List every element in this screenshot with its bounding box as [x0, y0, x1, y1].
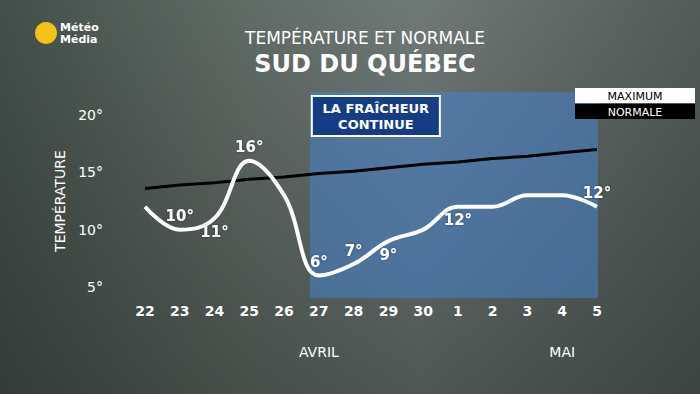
svg-text:11°: 11° [200, 223, 228, 241]
svg-text:Météo: Météo [60, 20, 99, 34]
svg-text:25: 25 [240, 303, 259, 319]
svg-text:AVRIL: AVRIL [299, 344, 339, 360]
svg-text:3: 3 [523, 303, 533, 319]
svg-text:LA FRAÎCHEUR: LA FRAÎCHEUR [323, 101, 430, 116]
svg-text:10°: 10° [166, 207, 194, 225]
svg-text:28: 28 [344, 303, 363, 319]
svg-text:26: 26 [274, 303, 293, 319]
svg-text:TEMPÉRATURE ET NORMALE: TEMPÉRATURE ET NORMALE [244, 27, 485, 48]
svg-text:22: 22 [135, 303, 154, 319]
svg-text:NORMALE: NORMALE [608, 106, 663, 119]
svg-text:1: 1 [453, 303, 463, 319]
svg-text:20°: 20° [78, 107, 103, 123]
svg-text:7°: 7° [345, 242, 363, 260]
svg-text:24: 24 [205, 303, 225, 319]
svg-text:MAI: MAI [549, 344, 575, 360]
svg-text:16°: 16° [235, 138, 263, 156]
svg-text:10°: 10° [78, 222, 103, 238]
svg-text:2: 2 [488, 303, 498, 319]
svg-text:5°: 5° [87, 279, 103, 295]
svg-text:12°: 12° [444, 211, 472, 229]
svg-text:27: 27 [309, 303, 328, 319]
svg-text:6°: 6° [310, 253, 328, 271]
svg-text:SUD DU QUÉBEC: SUD DU QUÉBEC [254, 49, 475, 78]
svg-text:30: 30 [413, 303, 433, 319]
svg-text:4: 4 [557, 303, 567, 319]
svg-text:5: 5 [592, 303, 602, 319]
svg-text:15°: 15° [78, 164, 103, 180]
svg-text:9°: 9° [379, 246, 397, 264]
svg-text:29: 29 [379, 303, 398, 319]
svg-text:MAXIMUM: MAXIMUM [608, 90, 663, 103]
svg-text:CONTINUE: CONTINUE [338, 117, 414, 132]
svg-text:23: 23 [170, 303, 189, 319]
svg-text:12°: 12° [583, 184, 611, 202]
svg-text:Média: Média [60, 33, 97, 46]
svg-text:TEMPÉRATURE: TEMPÉRATURE [52, 150, 68, 253]
